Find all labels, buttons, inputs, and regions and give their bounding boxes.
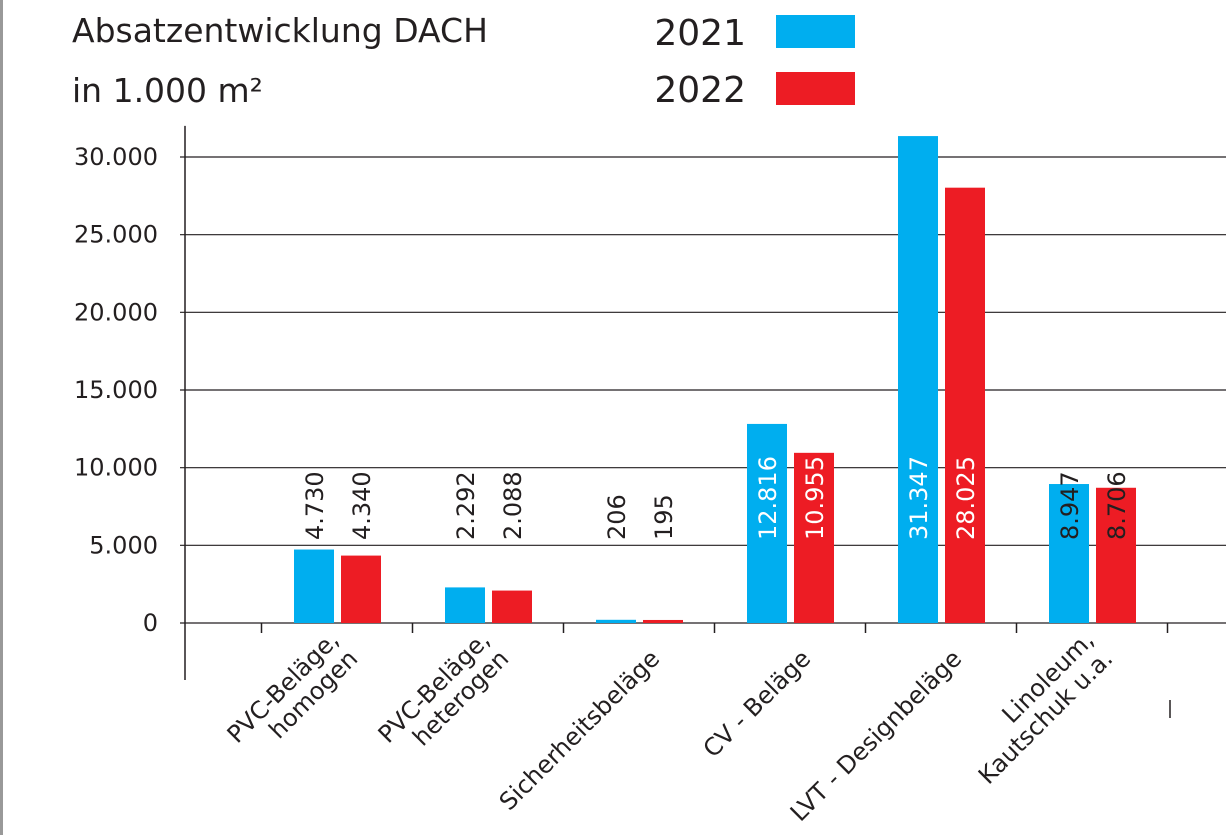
bar	[341, 555, 381, 623]
value-label: 2.088	[499, 471, 527, 540]
y-tick-label: 20.000	[74, 298, 158, 326]
x-tick-label: CV - Beläge	[698, 644, 817, 763]
value-label: 4.340	[348, 471, 376, 540]
chart-subtitle: in 1.000 m²	[72, 71, 263, 110]
value-label: 8.706	[1103, 471, 1131, 540]
x-tick-label: PVC-Beläge,heterogen	[373, 626, 514, 767]
bar	[945, 187, 985, 623]
x-tick-label: PVC-Beläge,homogen	[222, 626, 363, 767]
bar	[643, 619, 683, 623]
value-label: 31.347	[905, 456, 933, 540]
legend-swatch	[776, 15, 855, 48]
bar	[898, 136, 938, 623]
y-tick-label: 5.000	[89, 531, 158, 559]
bar	[1049, 484, 1089, 623]
bar	[1096, 487, 1136, 623]
y-tick-label: 15.000	[74, 376, 158, 404]
bar	[596, 619, 636, 623]
y-tick-label: 30.000	[74, 143, 158, 171]
value-label: 2.292	[452, 471, 480, 540]
bar	[294, 549, 334, 623]
value-label: 10.955	[801, 456, 829, 540]
chart-title: Absatzentwicklung DACH	[72, 11, 488, 50]
y-tick-label: 10.000	[74, 454, 158, 482]
value-label: 206	[603, 494, 631, 540]
value-label: 195	[650, 494, 678, 540]
bar	[794, 452, 834, 623]
legend-label: 2022	[654, 70, 746, 111]
y-tick-label: 25.000	[74, 221, 158, 249]
value-label: 12.816	[754, 456, 782, 540]
x-tick-label: Linoleum,Kautschuk u.a.	[954, 626, 1118, 790]
value-label: 28.025	[952, 456, 980, 540]
legend-swatch	[776, 72, 855, 105]
frame-edge	[0, 0, 3, 835]
x-tick-label: Sicherheitsbeläge	[494, 644, 665, 815]
value-label: 8.947	[1056, 471, 1084, 540]
bar	[747, 423, 787, 623]
bar	[492, 590, 532, 623]
legend-label: 2021	[654, 13, 746, 54]
bar	[445, 587, 485, 623]
value-label: 4.730	[301, 471, 329, 540]
y-tick-label: 0	[143, 609, 158, 637]
x-tick-label: LVT - Designbeläge	[785, 644, 967, 826]
